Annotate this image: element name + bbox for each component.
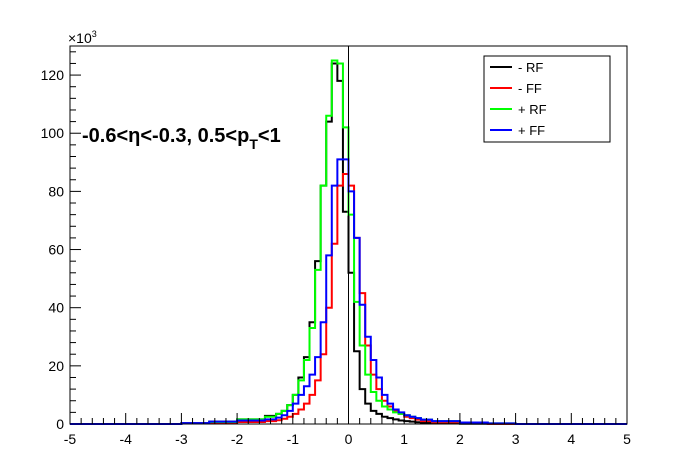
y-tick-label: 20 xyxy=(48,358,64,374)
x-tick-label: 2 xyxy=(456,431,464,447)
annotation-main: -0.6<η<-0.3, 0.5<p xyxy=(82,125,249,147)
x-tick-label: -1 xyxy=(287,431,300,447)
y-tick-label: 80 xyxy=(48,183,64,199)
y-tick-label: 40 xyxy=(48,300,64,316)
x-tick-label: 1 xyxy=(400,431,408,447)
legend-entry: + RF xyxy=(518,102,547,117)
x-tick-label: 3 xyxy=(512,431,520,447)
x-tick-label: -4 xyxy=(119,431,132,447)
x-tick-label: -2 xyxy=(231,431,244,447)
x-tick-label: -5 xyxy=(64,431,77,447)
y-axis-multiplier: ×103 xyxy=(68,29,97,46)
y-tick-label: 60 xyxy=(48,242,64,258)
x-tick-label: 0 xyxy=(345,431,353,447)
x-tick-label: -3 xyxy=(175,431,188,447)
x-tick-label: 4 xyxy=(567,431,575,447)
y-axis: 0 20 40 60 80 100 120 xyxy=(41,51,81,432)
legend-box xyxy=(483,55,611,143)
y-multiplier-exponent: 3 xyxy=(92,29,97,39)
selection-annotation: -0.6<η<-0.3, 0.5<pT<1 xyxy=(82,125,281,152)
legend-entry: + FF xyxy=(518,123,545,138)
y-tick-label: 120 xyxy=(41,67,65,83)
x-axis: -5 -4 -3 -2 -1 0 1 2 3 4 5 xyxy=(64,413,631,447)
y-multiplier-base: ×10 xyxy=(68,30,92,46)
legend-entry: - FF xyxy=(518,81,542,96)
x-tick-label: 5 xyxy=(623,431,631,447)
legend: - RF - FF + RF + FF xyxy=(483,55,611,143)
legend-entry: - RF xyxy=(518,60,543,75)
annotation-tail: <1 xyxy=(258,125,281,147)
annotation-subscript: T xyxy=(249,136,258,152)
y-tick-label: 0 xyxy=(56,416,64,432)
y-tick-label: 100 xyxy=(41,125,65,141)
